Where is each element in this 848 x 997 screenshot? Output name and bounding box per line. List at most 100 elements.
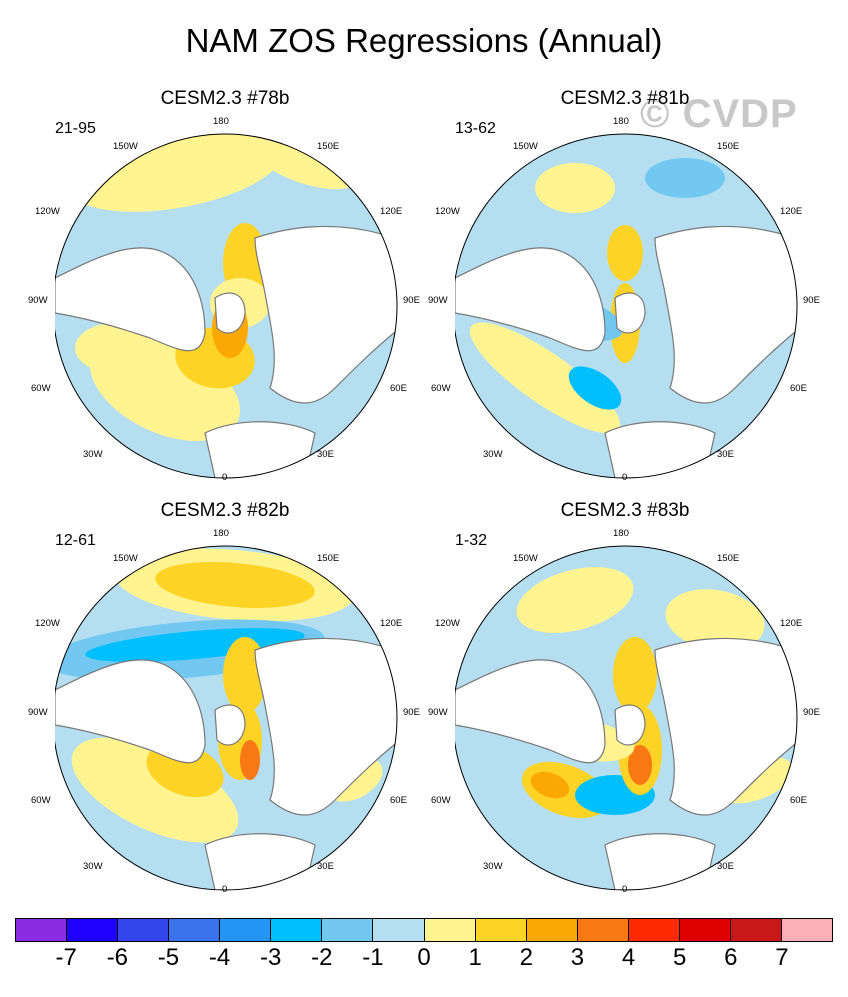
colorbar-tick-label: 1 (468, 944, 482, 971)
lon-label: 90E (403, 295, 420, 306)
land-mass (254, 225, 397, 404)
field-anomaly (85, 628, 305, 662)
land-mass (214, 292, 246, 334)
land-mass (55, 659, 206, 764)
colorbar-swatch (373, 918, 425, 942)
field-anomaly (155, 562, 315, 608)
colorbar-swatch (220, 918, 272, 942)
lon-label: 120E (780, 206, 803, 217)
land-mass (654, 225, 797, 404)
colorbar-swatch (322, 918, 374, 942)
lon-label: 120W (435, 618, 460, 629)
lon-label: 30E (317, 449, 334, 460)
lon-label: 150E (717, 553, 740, 564)
colorbar-tick-label: -2 (311, 944, 333, 971)
field-anomaly (516, 567, 634, 633)
lon-label: 0 (622, 884, 628, 895)
field-anomaly (607, 225, 643, 281)
colorbar-tick-label: -4 (208, 944, 231, 971)
lon-label: 90E (403, 707, 420, 718)
polar-map (55, 133, 398, 479)
lon-label: 180 (213, 116, 229, 127)
map-panel-3: CESM2.3 #82b 12-61 180 150W 150E 120W 120E 90W 9… (28, 500, 455, 895)
lon-label: 60E (790, 383, 807, 394)
lon-label: 150E (317, 553, 340, 564)
lon-label: 30E (717, 449, 734, 460)
land-mass (455, 659, 606, 764)
field-anomaly (665, 589, 765, 651)
colorbar-swatch (67, 918, 119, 942)
map-boundary (55, 133, 398, 479)
field-anomaly (535, 163, 615, 213)
land-mass (204, 833, 316, 890)
field-anomaly (568, 366, 622, 410)
polar-map (55, 545, 398, 891)
panel-title: CESM2.3 #78b (160, 88, 290, 109)
lon-label: 150E (317, 141, 340, 152)
colorbar-tick-label: -3 (259, 944, 282, 971)
lon-label: 30W (83, 861, 103, 872)
lon-label: 60W (31, 795, 51, 806)
lon-label: 180 (613, 528, 629, 539)
colorbar-tick-label: 5 (672, 944, 687, 971)
land-mass (204, 421, 316, 478)
lon-label: 90E (803, 295, 820, 306)
lon-label: 150E (717, 141, 740, 152)
map-panel-1: CESM2.3 #78b 21-95 180 150W 150E 120W 120E 90W 9… (28, 88, 455, 483)
lon-label: 90W (428, 295, 448, 306)
colorbar-swatch (526, 918, 578, 942)
lon-label: 30W (83, 449, 103, 460)
lon-label: 60W (431, 383, 451, 394)
colorbar-swatch (118, 918, 170, 942)
lon-label: 60W (431, 795, 451, 806)
colorbar-tick-label: 0 (417, 944, 431, 971)
colorbar-swatch (781, 918, 833, 942)
colorbar-swatch (679, 918, 731, 942)
colorbar-swatch (271, 918, 323, 942)
map-panel-4: CESM2.3 #83b 1-32 180 150W 150E 120W 120E 90W 90… (428, 500, 848, 895)
colorbar-swatch (475, 918, 527, 942)
lon-label: 120W (435, 206, 460, 217)
colorbar-swatch (15, 918, 68, 942)
lon-label: 60E (390, 795, 407, 806)
colorbar-tick-label: -7 (55, 944, 77, 971)
colorbar-tick-label: 2 (519, 944, 533, 971)
colorbar-tick-label: 4 (621, 944, 636, 971)
field-anomaly (240, 740, 260, 780)
land-mass (55, 247, 206, 352)
panel-title: CESM2.3 #83b (560, 500, 690, 521)
colorbar-swatch (577, 918, 629, 942)
lon-label: 120W (35, 206, 60, 217)
colorbar-tick-label: -1 (362, 944, 384, 971)
lon-label: 120E (380, 618, 403, 629)
lon-label: 150W (113, 553, 138, 564)
map-boundary (455, 133, 798, 479)
land-mass (614, 292, 646, 334)
panel-year-range: 1-32 (455, 532, 488, 549)
lon-label: 60W (31, 383, 51, 394)
colorbar-swatch (424, 918, 476, 942)
lon-label: 30W (483, 861, 503, 872)
colorbar-tick-label: -5 (157, 944, 180, 971)
lon-label: 60E (390, 383, 407, 394)
lon-label: 30W (483, 449, 503, 460)
panel-year-range: 21-95 (55, 120, 96, 137)
lon-label: 150W (113, 141, 138, 152)
lon-label: 180 (213, 528, 229, 539)
colorbar-tick-label: 3 (570, 944, 585, 971)
lon-label: 90W (28, 707, 48, 718)
map-boundary (455, 545, 798, 891)
panel-title: CESM2.3 #82b (160, 500, 290, 521)
land-mass (604, 833, 716, 890)
lon-label: 90E (803, 707, 820, 718)
panel-year-range: 12-61 (55, 532, 96, 549)
colorbar-labels: -7 -6 -5 -4 -3 -2 -1 0 1 2 3 4 5 6 7 (15, 944, 833, 984)
land-mass (214, 704, 246, 746)
land-mass (455, 247, 606, 352)
field-anomaly (469, 322, 621, 434)
lon-label: 150W (513, 141, 538, 152)
field-anomaly (247, 134, 363, 190)
colorbar-tick-label: -6 (106, 944, 128, 971)
lon-label: 30E (317, 861, 334, 872)
field-anomaly (71, 737, 239, 843)
